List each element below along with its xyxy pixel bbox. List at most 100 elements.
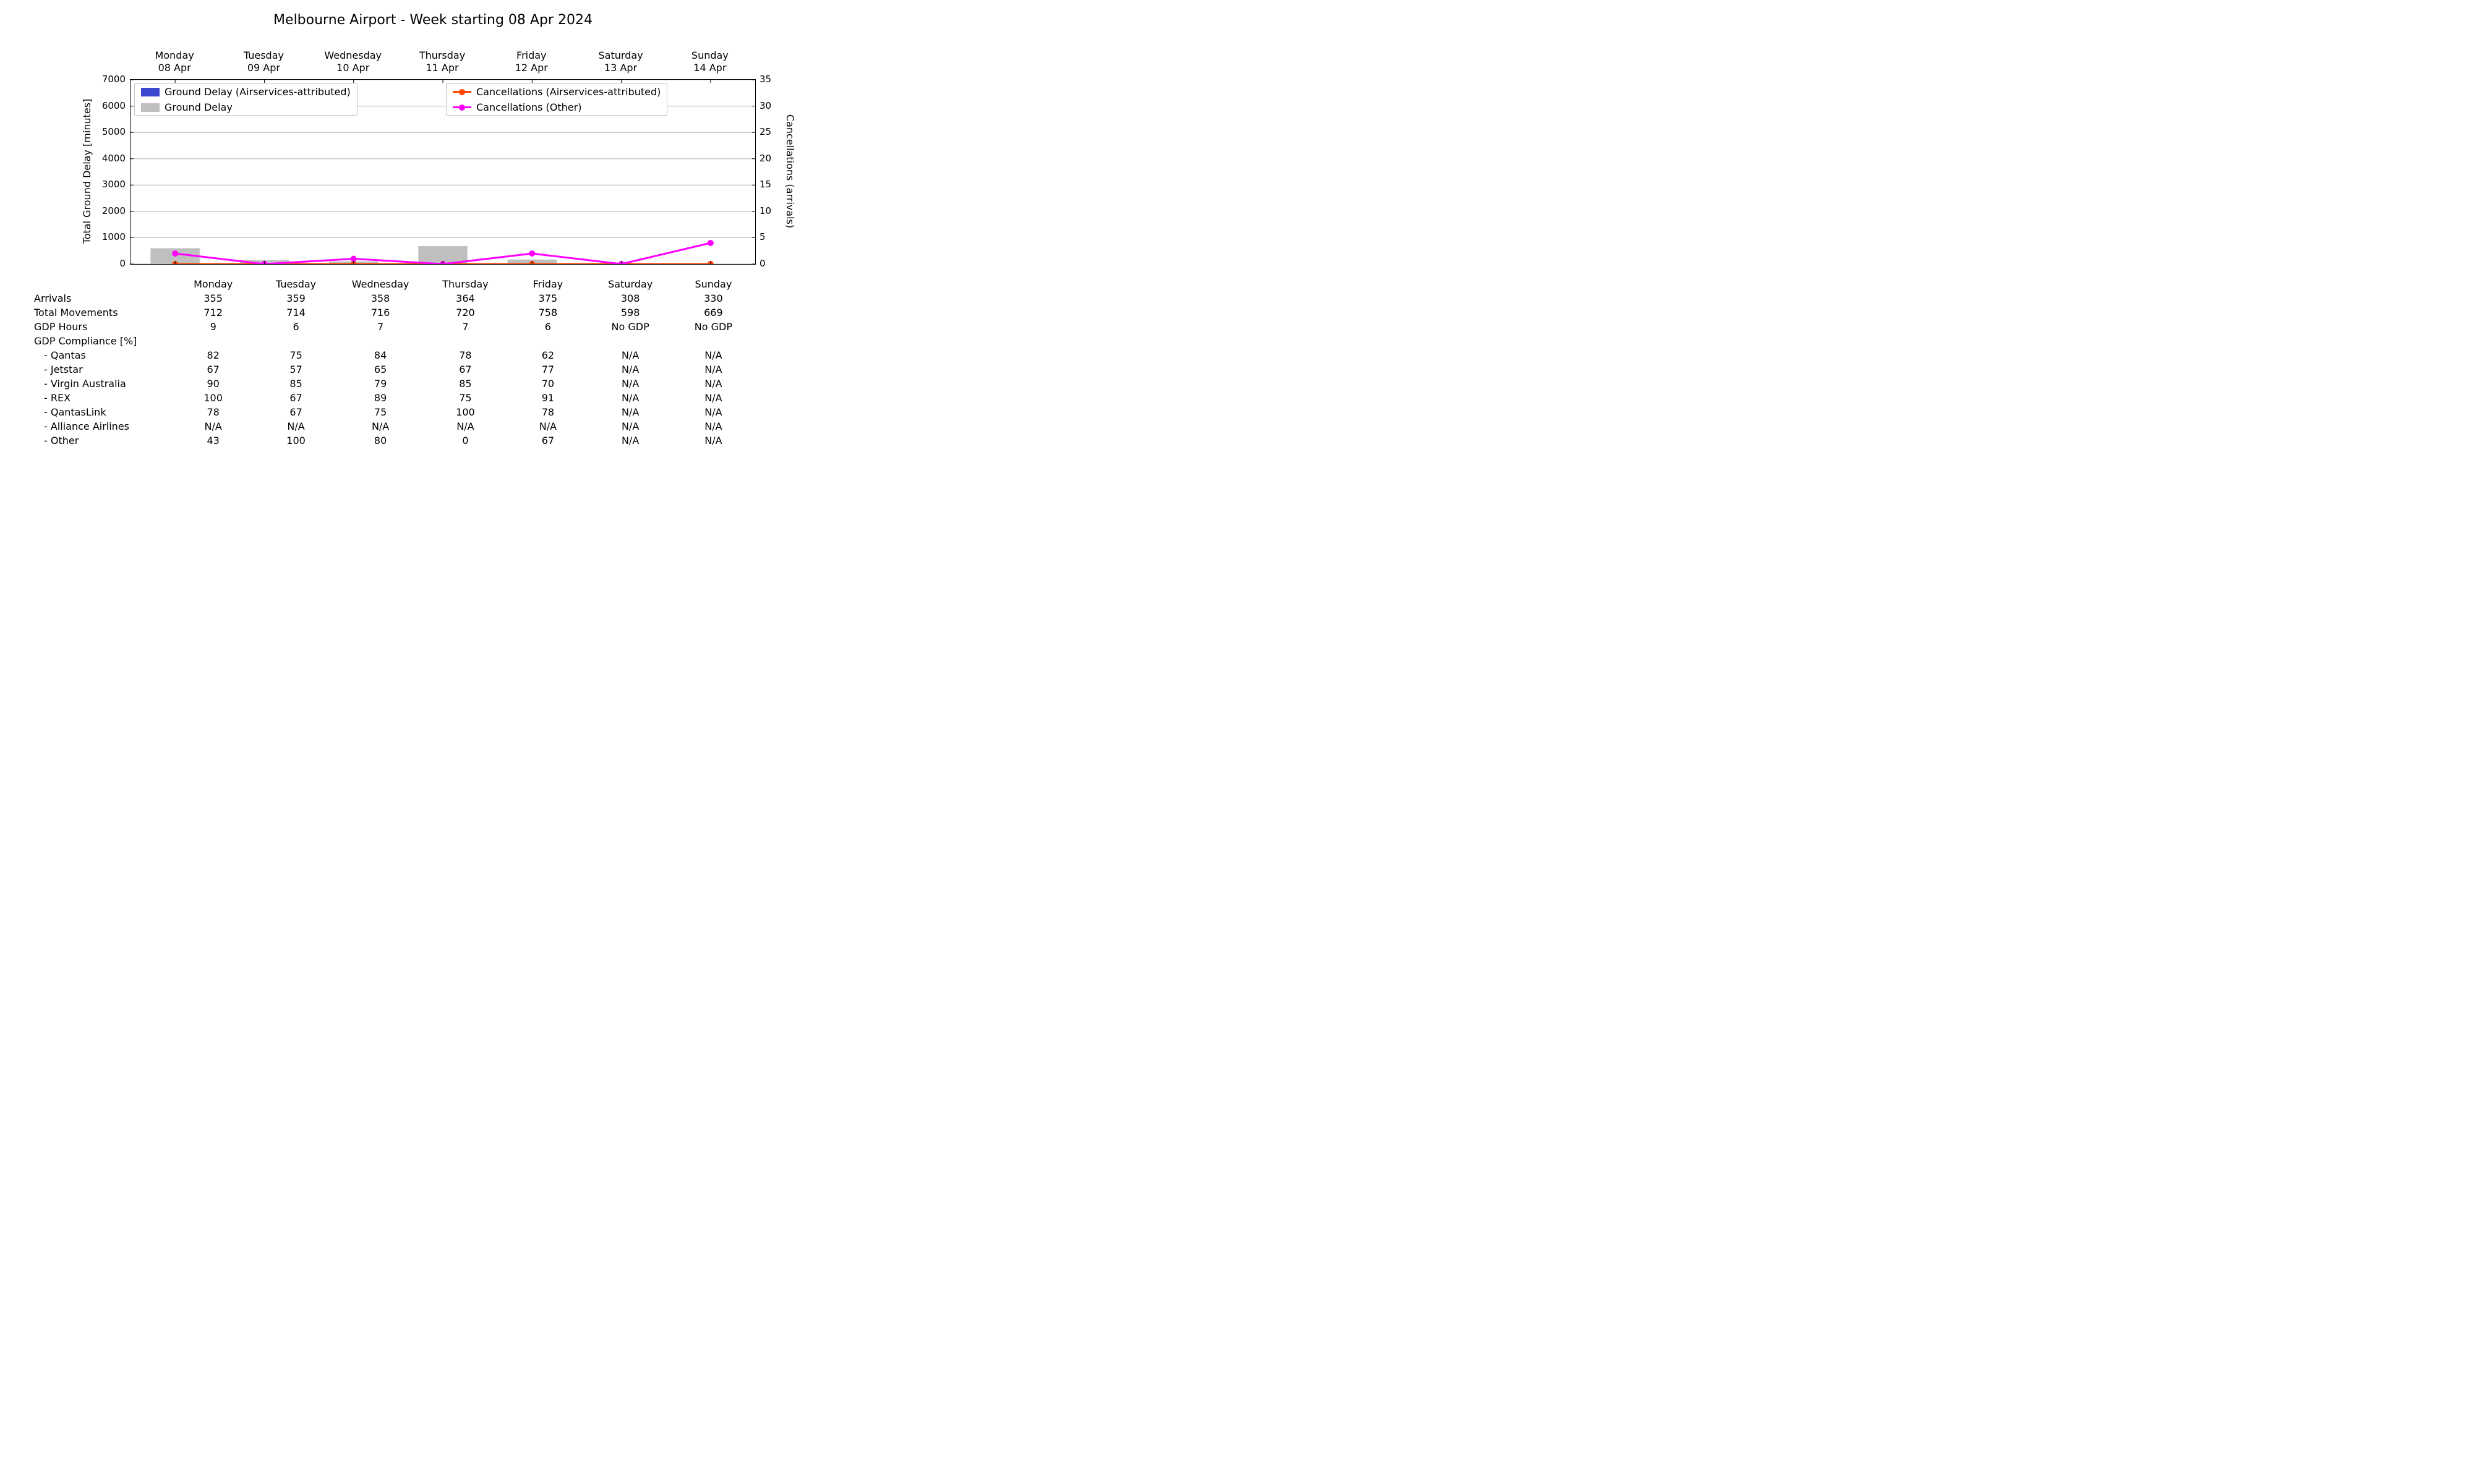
table-cell: 100 — [172, 391, 255, 405]
table-row: - REX10067897591N/AN/A — [34, 391, 755, 405]
day-date: 12 Apr — [487, 62, 576, 74]
table-cell: 70 — [507, 377, 588, 391]
y-right-tick: 0 — [760, 258, 784, 269]
legend-item: Cancellations (Other) — [447, 100, 667, 115]
day-header-row: Monday08 AprTuesday09 AprWednesday10 Apr… — [130, 49, 755, 77]
y-left-tick: 4000 — [96, 153, 126, 164]
table-cell: N/A — [672, 391, 755, 405]
table-row: - Other4310080067N/AN/A — [34, 433, 755, 448]
table-cell: N/A — [588, 362, 672, 377]
table-cell: N/A — [588, 391, 672, 405]
y-right-tick: 5 — [760, 231, 784, 242]
table-cell — [672, 334, 755, 348]
table-cell: N/A — [588, 405, 672, 419]
table-row-label: GDP Hours — [34, 320, 172, 334]
table-cell: 62 — [507, 348, 588, 362]
table-row: Total Movements712714716720758598669 — [34, 305, 755, 320]
table-cell: N/A — [172, 419, 255, 433]
table-cell: 75 — [255, 348, 338, 362]
table-cell: 67 — [424, 362, 508, 377]
table-cell: 57 — [255, 362, 338, 377]
table-cell: 79 — [338, 377, 424, 391]
table-cell: 712 — [172, 305, 255, 320]
legend-label: Cancellations (Airservices-attributed) — [476, 86, 661, 98]
table-cell: 308 — [588, 291, 672, 305]
y-left-tick: 3000 — [96, 179, 126, 190]
table-row: GDP Hours96776No GDPNo GDP — [34, 320, 755, 334]
table-row-label: - Virgin Australia — [34, 377, 172, 391]
y-left-tick: 5000 — [96, 126, 126, 137]
y-right-tick: 20 — [760, 153, 784, 164]
table-row-label: - QantasLink — [34, 405, 172, 419]
day-date: 08 Apr — [130, 62, 219, 74]
table-cell — [588, 334, 672, 348]
y-right-tick: 35 — [760, 74, 784, 85]
day-name: Sunday — [666, 49, 755, 62]
table-row-label: - Alliance Airlines — [34, 419, 172, 433]
table-cell: 100 — [424, 405, 508, 419]
y-left-tick: 7000 — [96, 74, 126, 85]
table-cell — [255, 334, 338, 348]
chart-plot-area: Ground Delay (Airservices-attributed) Gro… — [130, 79, 756, 265]
table-cell: 330 — [672, 291, 755, 305]
table-cell: N/A — [588, 377, 672, 391]
table-cell: 714 — [255, 305, 338, 320]
table-cell: 720 — [424, 305, 508, 320]
table-cell: 6 — [507, 320, 588, 334]
table-cell: 80 — [338, 433, 424, 448]
legend-label: Ground Delay — [165, 101, 233, 113]
table-cell: 89 — [338, 391, 424, 405]
table-cell: N/A — [672, 419, 755, 433]
day-name: Friday — [487, 49, 576, 62]
day-date: 13 Apr — [576, 62, 666, 74]
table-row-label: Total Movements — [34, 305, 172, 320]
day-header: Saturday13 Apr — [576, 49, 666, 74]
table-cell: N/A — [672, 377, 755, 391]
table-row-label: Arrivals — [34, 291, 172, 305]
table-cell: 65 — [338, 362, 424, 377]
table-cell: N/A — [672, 405, 755, 419]
day-header: Tuesday09 Apr — [219, 49, 308, 74]
table-row: - Virgin Australia9085798570N/AN/A — [34, 377, 755, 391]
day-header: Friday12 Apr — [487, 49, 576, 74]
table-row-label: - REX — [34, 391, 172, 405]
day-header: Wednesday10 Apr — [309, 49, 398, 74]
y-left-tick: 0 — [96, 258, 126, 269]
legend-swatch-icon — [141, 88, 160, 96]
day-header: Monday08 Apr — [130, 49, 219, 74]
table-header-cell: Saturday — [588, 277, 672, 291]
y-left-tick: 1000 — [96, 231, 126, 242]
table-cell: 758 — [507, 305, 588, 320]
table-cell: 91 — [507, 391, 588, 405]
table-cell: 78 — [424, 348, 508, 362]
table-cell: N/A — [672, 433, 755, 448]
day-name: Saturday — [576, 49, 666, 62]
day-header: Sunday14 Apr — [666, 49, 755, 74]
legend-label: Ground Delay (Airservices-attributed) — [165, 86, 351, 98]
table-header-cell: Tuesday — [255, 277, 338, 291]
data-table: MondayTuesdayWednesdayThursdayFridaySatu… — [34, 277, 755, 448]
table-cell: 7 — [424, 320, 508, 334]
table-cell: N/A — [588, 419, 672, 433]
legend-item: Ground Delay (Airservices-attributed) — [135, 84, 357, 100]
table-row: - Qantas8275847862N/AN/A — [34, 348, 755, 362]
legend-label: Cancellations (Other) — [476, 101, 581, 113]
day-header: Thursday11 Apr — [398, 49, 487, 74]
table-cell: 78 — [172, 405, 255, 419]
table-cell — [172, 334, 255, 348]
table-cell: 75 — [424, 391, 508, 405]
table-row: - Jetstar6757656777N/AN/A — [34, 362, 755, 377]
table-cell — [338, 334, 424, 348]
table-header-cell: Wednesday — [338, 277, 424, 291]
table-row-label: GDP Compliance [%] — [34, 334, 172, 348]
y-right-tick: 15 — [760, 179, 784, 190]
table-header-cell: Thursday — [424, 277, 508, 291]
y-left-tick: 6000 — [96, 100, 126, 111]
table-cell: 75 — [338, 405, 424, 419]
y-left-tick: 2000 — [96, 205, 126, 216]
table-cell: 669 — [672, 305, 755, 320]
day-name: Wednesday — [309, 49, 398, 62]
table-row-label: - Other — [34, 433, 172, 448]
table-cell: 67 — [172, 362, 255, 377]
table-header-cell: Monday — [172, 277, 255, 291]
